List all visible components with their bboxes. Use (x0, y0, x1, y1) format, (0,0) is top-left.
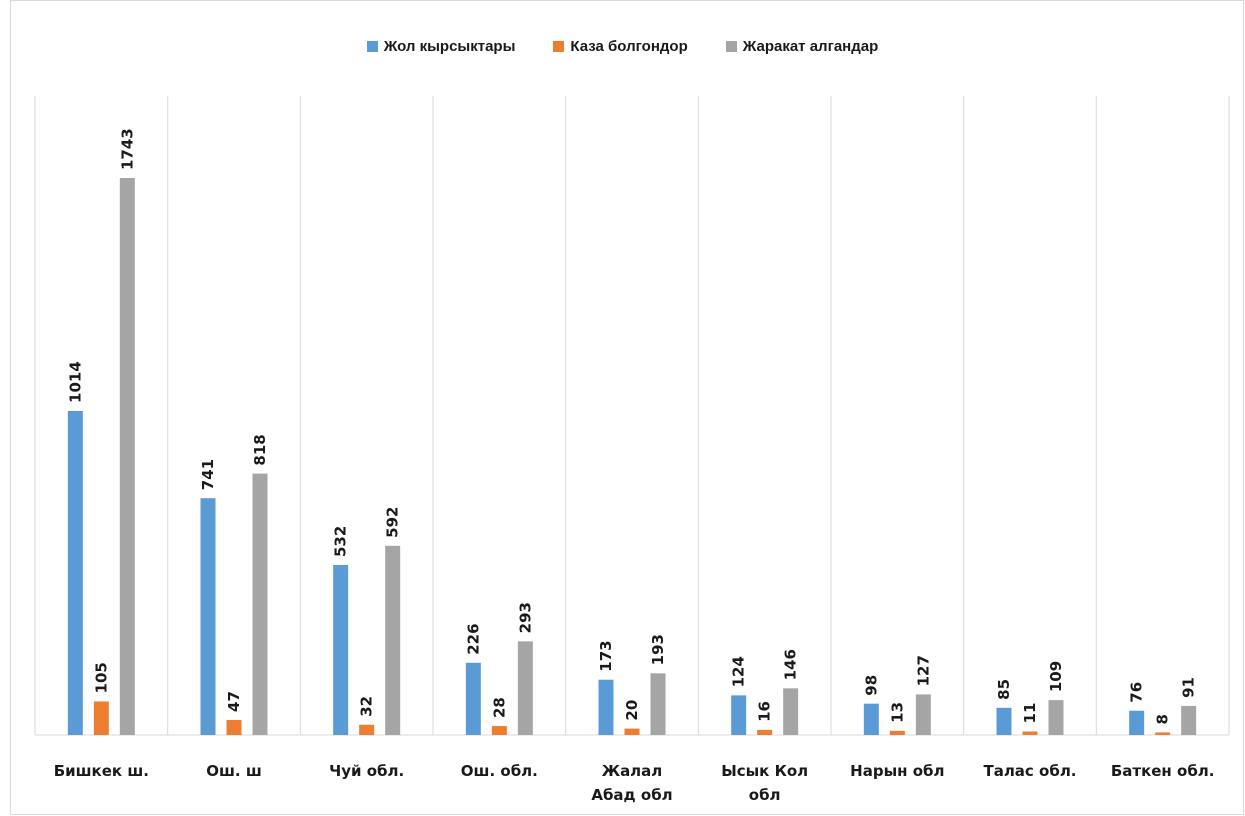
data-label: 146 (782, 649, 800, 680)
data-label: 105 (92, 662, 110, 693)
category-label: Ысык Кол (721, 762, 808, 780)
data-label: 293 (516, 602, 534, 633)
bar (863, 703, 879, 735)
data-label: 13 (888, 702, 906, 723)
data-label: 226 (464, 623, 482, 654)
bar (757, 729, 773, 735)
bar (598, 679, 614, 735)
legend-swatch-orange (553, 41, 565, 52)
bar (333, 564, 349, 735)
data-label: 91 (1180, 677, 1198, 698)
category-label: Бишкек ш. (54, 762, 149, 780)
bar (93, 701, 109, 735)
data-label: 76 (1128, 682, 1146, 703)
data-label: 173 (597, 640, 615, 671)
category-label: Ош. обл. (461, 762, 538, 780)
bar (1155, 732, 1171, 735)
bar (200, 498, 216, 735)
category-label: Жалал (602, 762, 663, 780)
bar (465, 662, 481, 735)
legend-swatch-gray (725, 41, 737, 52)
legend-item-injured: Жаракат алгандар (725, 38, 879, 55)
bar (1181, 705, 1197, 735)
category-label: обл (749, 786, 781, 804)
data-label: 592 (384, 507, 402, 538)
bar (915, 694, 931, 735)
data-label: 85 (995, 679, 1013, 700)
bar (624, 728, 640, 735)
bar (359, 724, 375, 735)
data-label: 8 (1154, 714, 1172, 724)
data-label: 20 (623, 700, 641, 721)
data-label: 193 (649, 634, 667, 665)
bar (1022, 731, 1038, 735)
legend-swatch-blue (366, 41, 378, 52)
bar (731, 695, 747, 735)
bar (226, 719, 242, 735)
data-label: 47 (225, 691, 243, 712)
category-label: Баткен обл. (1111, 762, 1215, 780)
bar (252, 473, 268, 735)
data-label: 741 (199, 459, 217, 490)
data-label: 1743 (118, 128, 136, 170)
category-label: Чуй обл. (329, 762, 404, 780)
bar (491, 726, 507, 735)
legend: Жол кырсыктары Каза болгондор Жаракат ал… (0, 38, 1245, 55)
legend-label: Жол кырсыктары (383, 38, 516, 55)
bar (67, 410, 83, 735)
legend-item-deaths: Каза болгондор (553, 38, 688, 55)
legend-label: Жаракат алгандар (742, 38, 879, 55)
bar (385, 545, 401, 735)
data-label: 28 (490, 697, 508, 718)
chart-area (10, 0, 1244, 815)
category-label: Талас обл. (983, 762, 1076, 780)
data-label: 124 (730, 656, 748, 687)
data-label: 109 (1047, 661, 1065, 692)
bar (1129, 710, 1145, 735)
bar (650, 673, 666, 735)
data-label: 32 (358, 696, 376, 717)
data-label: 98 (862, 675, 880, 696)
bar (783, 688, 799, 735)
bar (119, 178, 135, 735)
category-label: Абад обл (591, 786, 672, 804)
bar (889, 730, 905, 735)
legend-label: Каза болгондор (570, 38, 688, 55)
category-label: Ош. ш (206, 762, 262, 780)
data-label: 127 (914, 655, 932, 686)
bar (1048, 700, 1064, 735)
data-label: 11 (1021, 703, 1039, 724)
bar (996, 707, 1012, 735)
category-label: Нарын обл (850, 762, 944, 780)
legend-item-road-accidents: Жол кырсыктары (366, 38, 516, 55)
data-label: 16 (756, 701, 774, 722)
bar (517, 641, 533, 735)
data-label: 1014 (66, 361, 84, 403)
data-label: 532 (332, 526, 350, 557)
data-label: 818 (251, 434, 269, 465)
